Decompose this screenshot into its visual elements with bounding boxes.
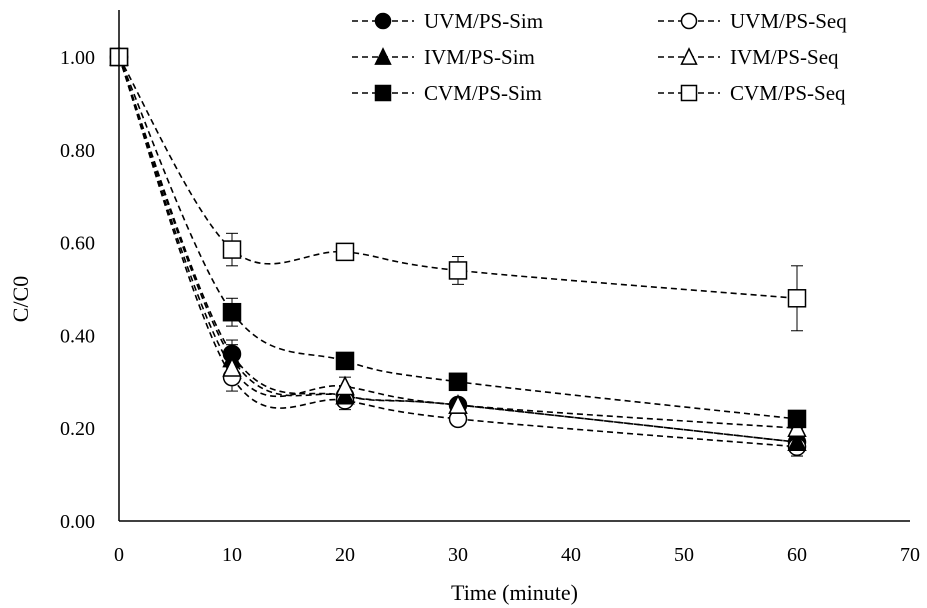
data-point: [222, 357, 242, 377]
axes: [118, 10, 910, 522]
y-tick-label: 0.20: [60, 418, 95, 440]
x-tick-label: 20: [335, 544, 355, 566]
legend-marker: [680, 84, 698, 102]
legend-item: UVM/PS-Seq: [658, 9, 847, 33]
legend-marker: [374, 12, 392, 30]
legend-marker: [374, 84, 392, 102]
data-point: [222, 240, 242, 259]
data-point: [448, 372, 468, 392]
series-line: [118, 56, 798, 429]
x-tick-label: 10: [222, 544, 242, 566]
y-tick-label: 0.00: [60, 511, 95, 533]
legend: UVM/PS-Sim UVM/PS-Seq IVM/PS-Sim IVM/PS-Seq…: [352, 9, 847, 105]
data-point: [335, 375, 355, 396]
data-point: [787, 409, 807, 429]
legend-marker: [680, 12, 698, 30]
data-point: [222, 302, 242, 322]
tick-labels: 0 10 20 30 40 50 60 70 0.00 0.20 0.40 0.60 0.80 1.00: [60, 47, 920, 566]
legend-label: UVM/PS-Sim: [424, 9, 543, 33]
legend-item: CVM/PS-Sim: [352, 81, 542, 105]
y-tick-label: 1.00: [60, 47, 95, 69]
y-axis-title: C/C0: [8, 276, 33, 322]
series-line: [118, 56, 798, 420]
data-point: [787, 289, 807, 308]
y-tick-label: 0.80: [60, 140, 95, 162]
x-tick-label: 40: [561, 544, 581, 566]
series-line: [118, 56, 798, 443]
x-tick-label: 0: [114, 544, 124, 566]
legend-item: UVM/PS-Sim: [352, 9, 543, 33]
legend-label: CVM/PS-Seq: [730, 81, 846, 105]
legend-item: CVM/PS-Seq: [658, 81, 846, 105]
legend-label: IVM/PS-Sim: [424, 45, 535, 69]
data-point: [448, 261, 468, 280]
legend-label: IVM/PS-Seq: [730, 45, 839, 69]
x-tick-label: 50: [674, 544, 694, 566]
legend-marker: [374, 47, 392, 65]
error-bars: [226, 232, 803, 457]
legend-item: IVM/PS-Seq: [658, 45, 839, 69]
x-tick-label: 60: [787, 544, 807, 566]
y-tick-label: 0.60: [60, 233, 95, 255]
legend-item: IVM/PS-Sim: [352, 45, 535, 69]
x-tick-label: 70: [900, 544, 920, 566]
legend-label: CVM/PS-Sim: [424, 81, 542, 105]
data-point: [335, 351, 355, 371]
y-tick-label: 0.40: [60, 325, 95, 347]
x-axis-title: Time (minute): [451, 580, 578, 605]
data-point: [335, 242, 355, 262]
legend-label: UVM/PS-Seq: [730, 9, 847, 33]
x-tick-label: 30: [448, 544, 468, 566]
data-markers: [109, 46, 807, 457]
data-point: [448, 394, 468, 414]
legend-marker: [680, 47, 698, 65]
data-point: [787, 431, 807, 451]
